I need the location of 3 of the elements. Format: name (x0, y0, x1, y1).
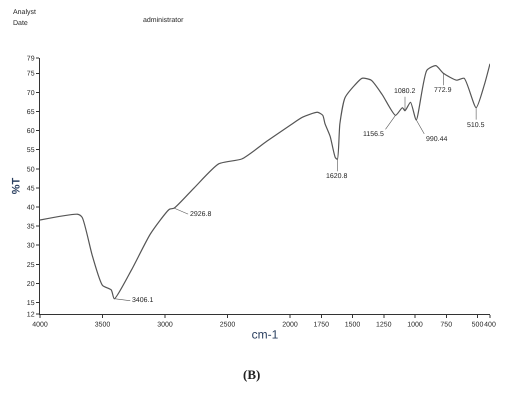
x-axis-title: cm-1 (252, 327, 279, 342)
text: (B) (243, 367, 260, 382)
y-axis-title: %T (10, 177, 22, 194)
